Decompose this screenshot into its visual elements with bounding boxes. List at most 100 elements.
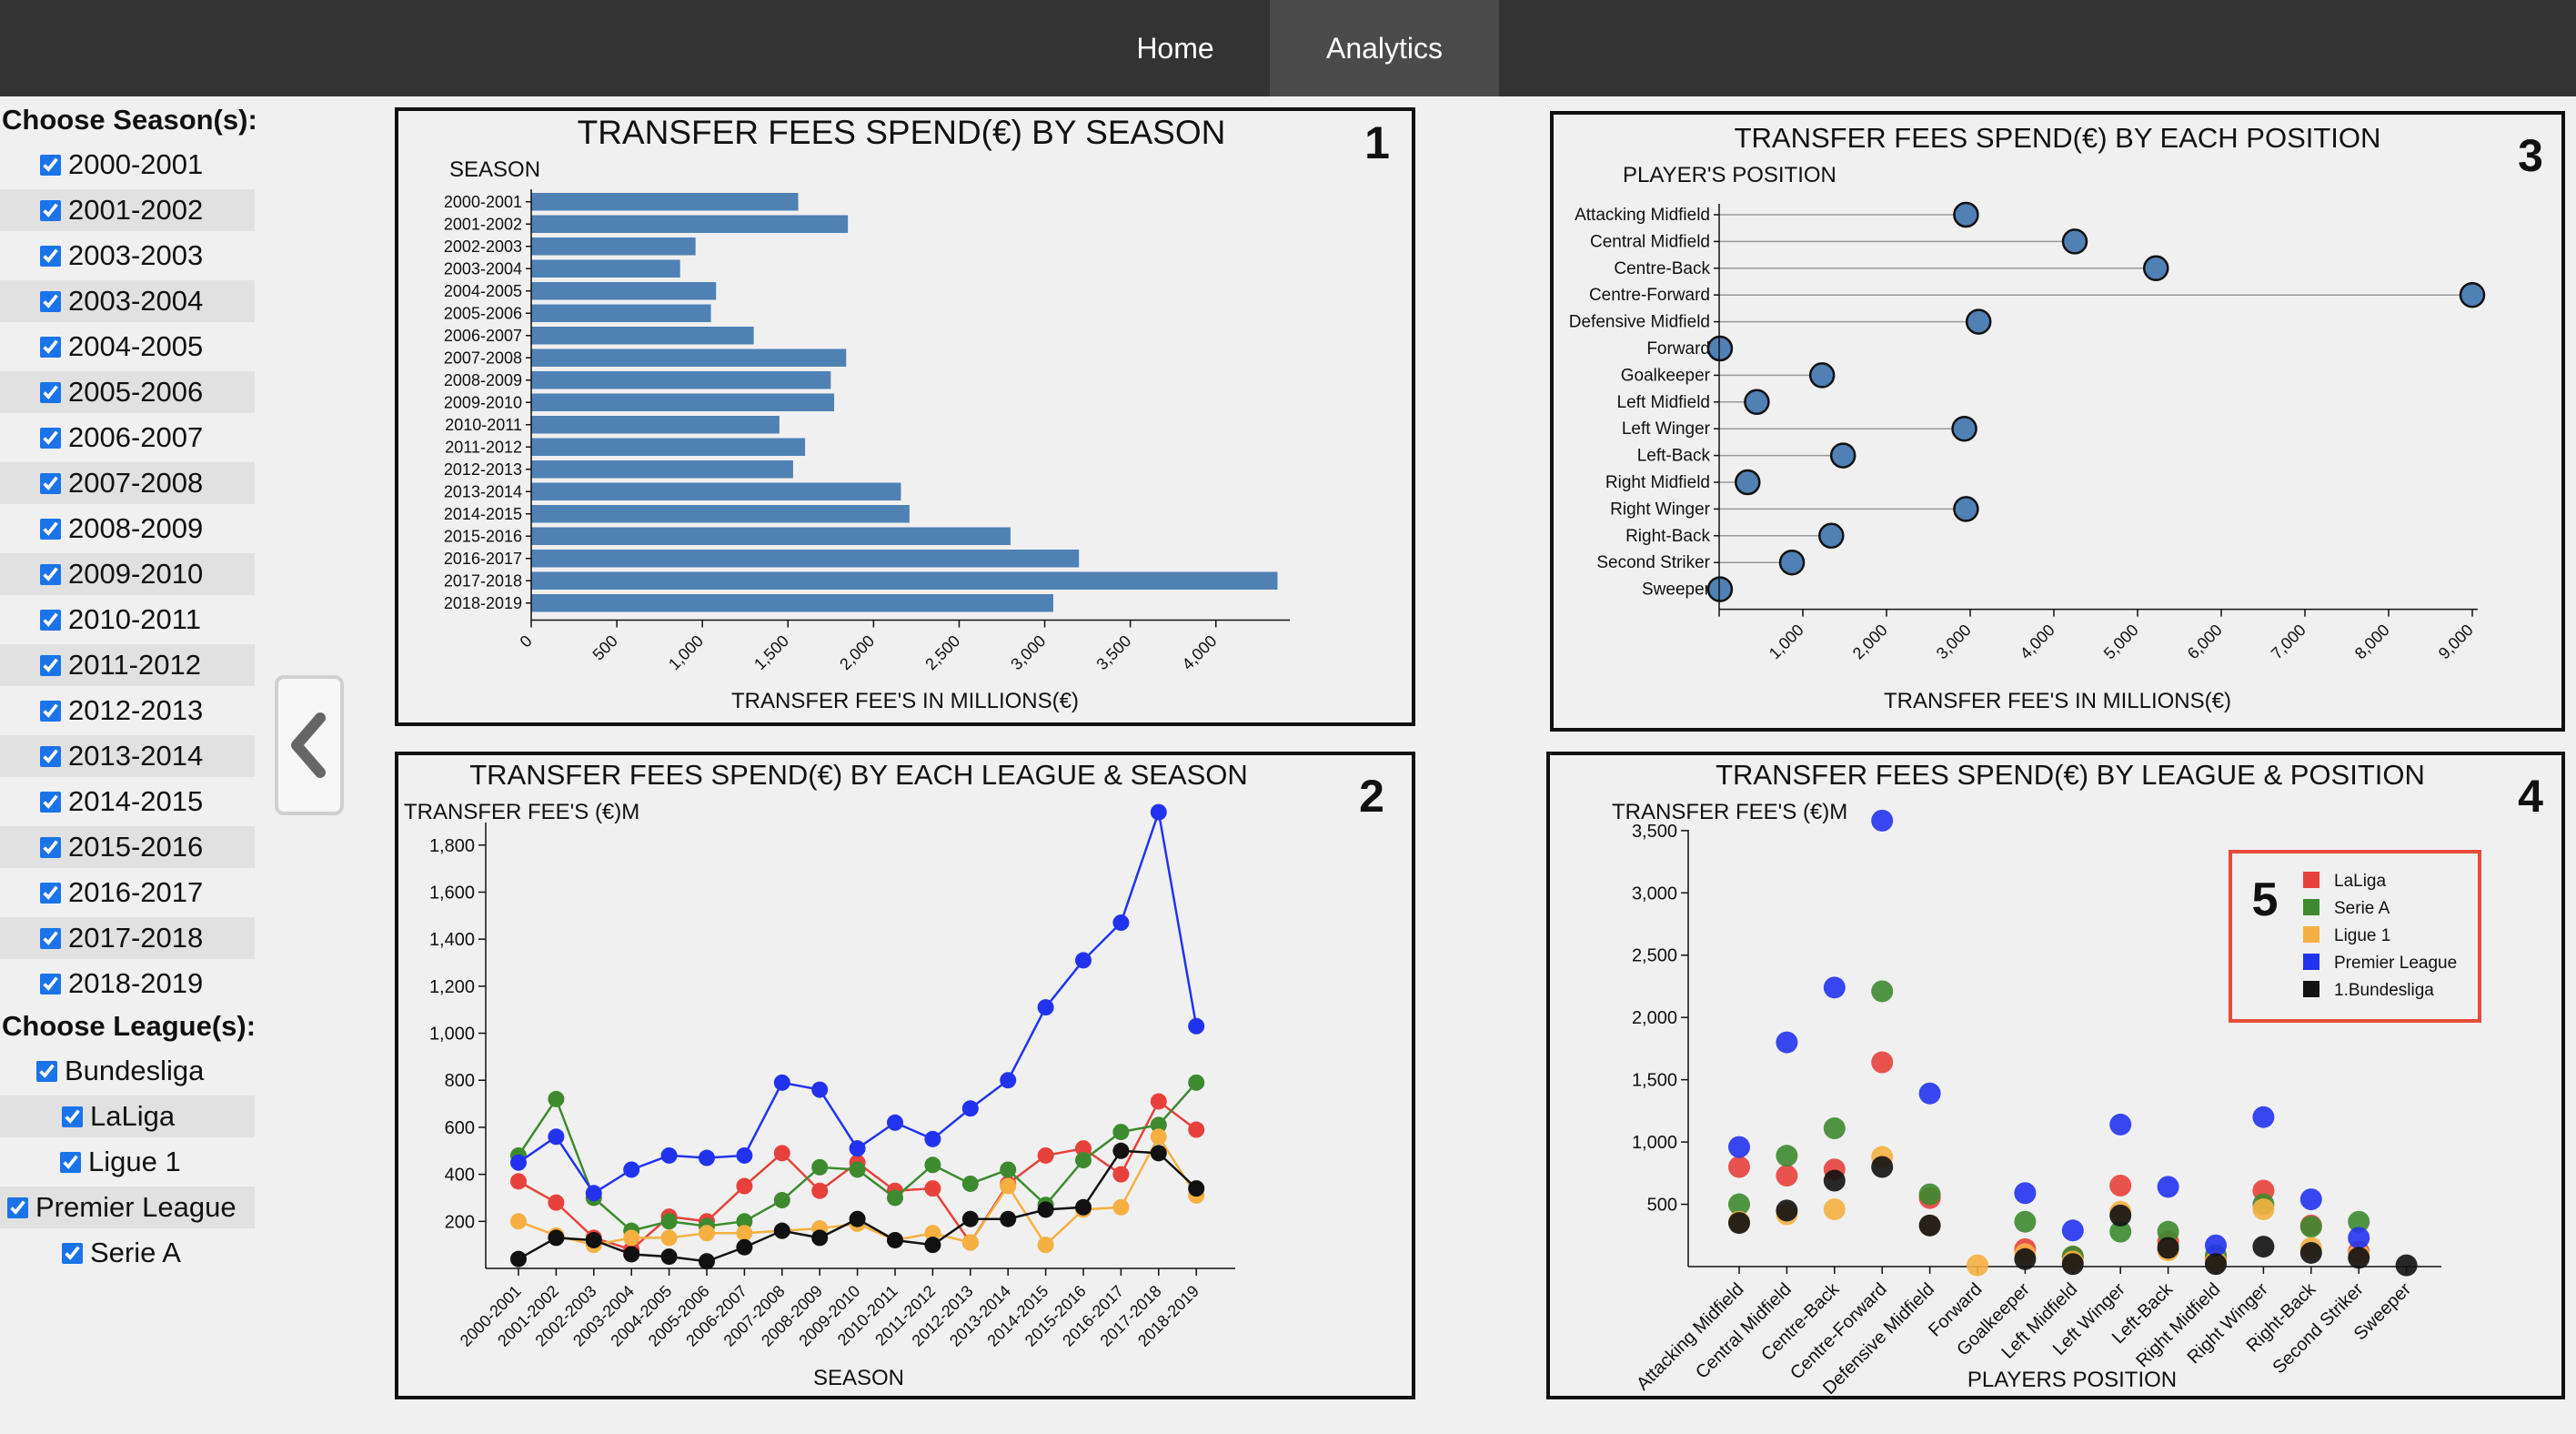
scatter-point — [1776, 1165, 1798, 1187]
season-option[interactable]: 2000-2001 — [0, 144, 255, 186]
season-option[interactable]: 2008-2009 — [0, 508, 255, 550]
season-option[interactable]: 2009-2010 — [0, 553, 255, 595]
x-tick-label: Right Midfield — [2132, 1279, 2224, 1371]
x-axis-label: SEASON — [813, 1366, 904, 1390]
season-checkbox[interactable] — [40, 336, 61, 358]
season-checkbox[interactable] — [40, 290, 61, 312]
lollipop-dot — [2142, 255, 2169, 282]
season-checkbox[interactable] — [40, 654, 61, 676]
season-checkbox[interactable] — [40, 518, 61, 540]
scatter-point — [1823, 976, 1846, 999]
bar — [531, 371, 831, 389]
collapse-sidebar-button[interactable] — [275, 675, 344, 815]
season-checkbox[interactable] — [40, 700, 61, 722]
y-tick-label: Attacking Midfield — [1575, 206, 1710, 225]
season-option[interactable]: 2013-2014 — [0, 735, 255, 777]
series-point — [510, 1250, 527, 1267]
series-point — [1075, 1198, 1092, 1216]
season-option[interactable]: 2010-2011 — [0, 599, 255, 641]
season-checkbox[interactable] — [40, 836, 61, 858]
series-point — [1188, 1074, 1205, 1091]
series-point — [1150, 1128, 1167, 1146]
league-checkbox[interactable] — [60, 1151, 81, 1173]
season-checkbox[interactable] — [40, 791, 61, 813]
season-option[interactable]: 2018-2019 — [0, 963, 255, 1005]
series-point — [1188, 1121, 1205, 1138]
season-option[interactable]: 2007-2008 — [0, 462, 255, 504]
scatter-point — [1871, 980, 1894, 1003]
season-option[interactable]: 2005-2006 — [0, 371, 255, 413]
season-option[interactable]: 2012-2013 — [0, 690, 255, 732]
season-label: 2005-2006 — [68, 376, 204, 408]
legend-label: 1.Bundesliga — [2334, 981, 2434, 1000]
lollipop-dot — [1829, 442, 1857, 469]
leagues-title: Choose League(s): — [2, 1010, 257, 1042]
y-tick-label: Goalkeeper — [1621, 366, 1711, 385]
league-option[interactable]: Premier League — [0, 1187, 255, 1228]
season-checkbox[interactable] — [40, 927, 61, 949]
season-option[interactable]: 2017-2018 — [0, 917, 255, 959]
season-checkbox[interactable] — [40, 154, 61, 176]
y-tick-label: 2013-2014 — [444, 482, 522, 500]
season-checkbox[interactable] — [40, 472, 61, 494]
y-tick-label: 2015-2016 — [444, 527, 522, 545]
lollipop-dot — [1808, 362, 1836, 389]
series-point — [548, 1229, 565, 1247]
y-tick-label: 2017-2018 — [444, 571, 522, 590]
series-point — [736, 1177, 753, 1195]
season-option[interactable]: 2004-2005 — [0, 326, 255, 368]
y-tick-label: 3,500 — [1632, 822, 1677, 842]
lollipop-dot — [1953, 201, 1979, 228]
nav-analytics[interactable]: Analytics — [1270, 0, 1499, 96]
series-point — [849, 1161, 866, 1178]
series-point — [510, 1173, 527, 1190]
season-option[interactable]: 2011-2012 — [0, 644, 255, 686]
y-tick-label: 2002-2003 — [444, 237, 522, 256]
series-point — [924, 1180, 941, 1197]
series-point — [1075, 1152, 1092, 1169]
series-point — [1188, 1180, 1205, 1197]
nav-home[interactable]: Home — [1136, 32, 1214, 65]
series-point — [924, 1225, 941, 1242]
x-axis-label: TRANSFER FEE'S IN MILLIONS(€) — [1884, 689, 2231, 713]
season-checkbox[interactable] — [40, 563, 61, 585]
league-option[interactable]: Bundesliga — [0, 1050, 255, 1092]
season-option[interactable]: 2003-2003 — [0, 235, 255, 277]
league-option[interactable]: LaLiga — [0, 1096, 255, 1137]
season-option[interactable]: 2014-2015 — [0, 781, 255, 823]
series-point — [548, 1090, 565, 1107]
y-tick-label: 3,000 — [1632, 884, 1677, 904]
season-checkbox[interactable] — [40, 199, 61, 221]
league-option[interactable]: Ligue 1 — [0, 1141, 255, 1183]
y-tick-label: 1,600 — [429, 883, 475, 903]
league-checkbox[interactable] — [62, 1242, 83, 1264]
league-checkbox[interactable] — [7, 1197, 28, 1218]
scatter-point — [1728, 1156, 1750, 1178]
season-option[interactable]: 2003-2004 — [0, 280, 255, 322]
season-option[interactable]: 2001-2002 — [0, 189, 255, 231]
top-navbar: Home Analytics — [0, 0, 2576, 96]
season-checkbox[interactable] — [40, 381, 61, 403]
season-option[interactable]: 2016-2017 — [0, 872, 255, 914]
season-checkbox[interactable] — [40, 245, 61, 267]
season-checkbox[interactable] — [40, 745, 61, 767]
season-checkbox[interactable] — [40, 427, 61, 449]
league-label: Serie A — [90, 1237, 181, 1268]
league-option[interactable]: Serie A — [0, 1232, 255, 1274]
season-label: 2018-2019 — [68, 967, 204, 999]
series-point — [773, 1192, 790, 1209]
season-checkbox[interactable] — [40, 973, 61, 995]
series-point — [660, 1229, 678, 1247]
season-option[interactable]: 2015-2016 — [0, 826, 255, 868]
series-point — [1150, 1145, 1167, 1162]
season-checkbox[interactable] — [40, 609, 61, 631]
season-option[interactable]: 2006-2007 — [0, 417, 255, 459]
scatter-point — [1871, 809, 1894, 832]
league-checkbox[interactable] — [36, 1060, 57, 1082]
league-checkbox[interactable] — [62, 1106, 83, 1127]
x-tick-label: 9,000 — [2435, 621, 2477, 662]
x-tick-label: 8,000 — [2351, 621, 2393, 662]
season-checkbox[interactable] — [40, 882, 61, 904]
series-point — [1075, 952, 1092, 969]
panel-season-chart: TRANSFER FEES SPEND(€) BY SEASON 1 SEASON 2… — [395, 107, 1415, 726]
